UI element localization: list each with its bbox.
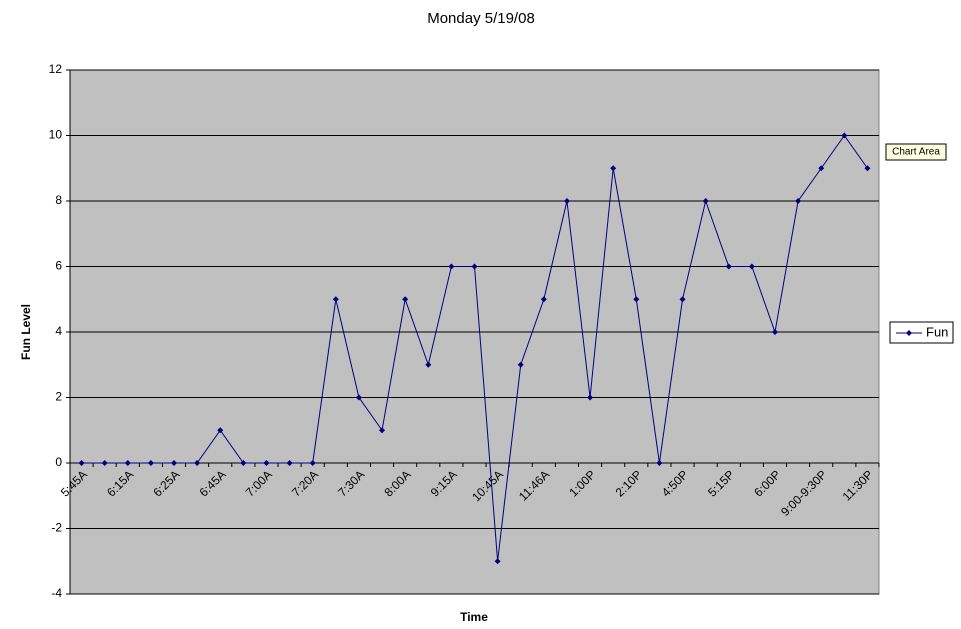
point-marker [379, 427, 386, 434]
point-marker [217, 427, 224, 434]
point-marker [309, 460, 316, 466]
y-tick-label: 10 [49, 128, 63, 142]
y-tick-label: -2 [51, 521, 62, 535]
point-marker [864, 165, 871, 172]
point-marker [471, 263, 478, 270]
point-marker [402, 296, 409, 303]
point-marker [517, 361, 524, 368]
point-marker [795, 198, 802, 204]
y-tick-label: 2 [55, 390, 62, 404]
point-marker [240, 460, 247, 466]
y-tick-label: 6 [55, 259, 62, 273]
point-marker [124, 460, 131, 466]
y-axis-label: Fun Level [19, 304, 33, 360]
point-marker [610, 165, 617, 172]
point-marker [147, 460, 154, 466]
point-marker [286, 460, 293, 466]
y-tick-label: -4 [51, 586, 62, 600]
point-marker [841, 132, 848, 139]
legend-label: Fun [926, 324, 948, 339]
legend-marker [906, 330, 912, 336]
y-tick-label: 0 [55, 455, 62, 469]
point-marker [725, 263, 732, 270]
point-marker [748, 263, 755, 270]
point-marker [425, 361, 432, 368]
x-axis-label: Time [460, 610, 488, 624]
point-marker [818, 165, 825, 172]
y-tick-label: 4 [55, 324, 62, 338]
point-marker [171, 460, 178, 466]
y-tick-label: 8 [55, 193, 62, 207]
point-marker [563, 198, 570, 204]
point-marker [587, 394, 594, 401]
point-marker [656, 460, 663, 466]
y-tick-label: 12 [49, 62, 63, 76]
tooltip: Chart Area [892, 147, 940, 158]
point-marker [355, 394, 362, 401]
tooltip-box [885, 143, 947, 161]
point-marker [78, 460, 85, 466]
point-marker [771, 329, 778, 335]
point-marker [494, 558, 501, 565]
point-marker [633, 296, 640, 303]
point-marker [101, 460, 108, 466]
point-marker [263, 460, 270, 466]
point-marker [448, 263, 455, 270]
point-marker [702, 198, 709, 204]
point-marker [332, 296, 339, 303]
point-marker [540, 296, 547, 303]
chart-title: Monday 5/19/08 [427, 10, 535, 27]
point-marker [679, 296, 686, 303]
point-marker [194, 460, 201, 466]
